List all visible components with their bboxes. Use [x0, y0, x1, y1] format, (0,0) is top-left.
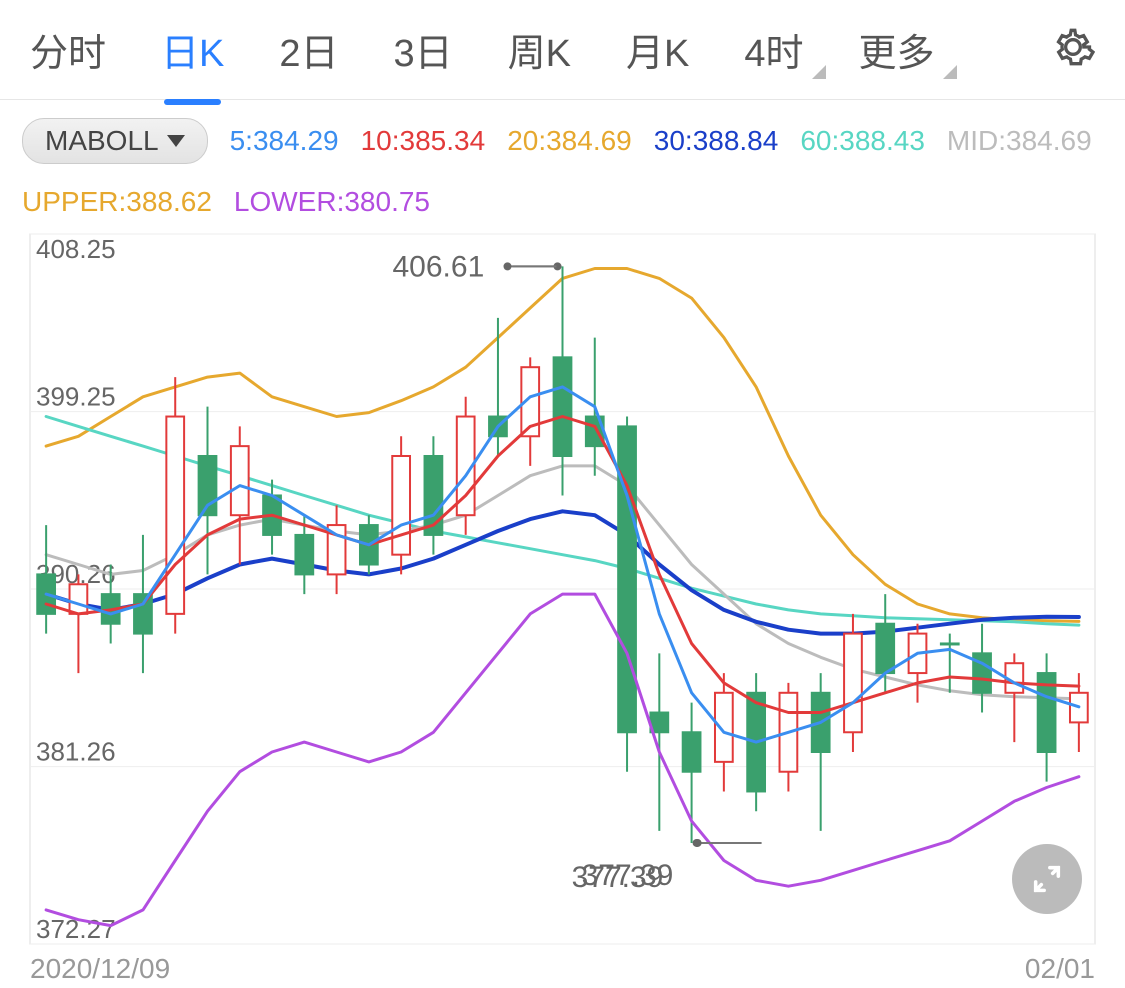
tab-7[interactable]: 更多: [859, 22, 935, 77]
dropdown-corner-icon: [812, 65, 826, 79]
y-axis-label: 408.25: [36, 234, 116, 264]
indicator-select-button[interactable]: MABOLL: [22, 118, 208, 164]
indicator-label-6: UPPER:388.62: [22, 186, 212, 218]
indicator-label-4: 60:388.43: [800, 125, 925, 157]
candle: [70, 584, 88, 614]
indicator-label-7: LOWER:380.75: [234, 186, 430, 218]
line-ma30: [46, 511, 1079, 633]
indicator-row: MABOLL 5:384.29 10:385.34 20:384.69 30:388.…: [0, 100, 1125, 224]
y-axis-label: 399.25: [36, 382, 116, 412]
candle: [166, 417, 184, 614]
indicator-label-1: 10:385.34: [361, 125, 486, 157]
candlestick-chart[interactable]: 408.25399.25390.26381.26372.27406.61377.…: [15, 224, 1110, 984]
tab-1[interactable]: 日K: [161, 22, 224, 77]
candle: [231, 446, 249, 515]
candle: [844, 634, 862, 733]
y-axis-label: 381.26: [36, 737, 116, 767]
expand-button[interactable]: [1012, 844, 1082, 914]
expand-icon: [1030, 862, 1064, 896]
candle: [554, 357, 572, 456]
indicator-label-3: 30:388.84: [654, 125, 779, 157]
gear-icon: [1051, 25, 1095, 69]
svg-text:377.39: 377.39: [572, 861, 664, 894]
caret-down-icon: [167, 135, 185, 147]
settings-button[interactable]: [1051, 25, 1095, 74]
candle: [715, 693, 733, 762]
tab-2[interactable]: 2日: [279, 22, 338, 77]
timeframe-tabs: 分时日K 2日 3日周K 月K 4时 更多: [0, 0, 1125, 100]
indicator-label-2: 20:384.69: [507, 125, 632, 157]
dropdown-corner-icon: [943, 65, 957, 79]
candle: [134, 594, 152, 633]
tab-0[interactable]: 分时: [30, 22, 106, 77]
indicator-label-0: 5:384.29: [230, 125, 339, 157]
tab-4[interactable]: 周K: [508, 22, 571, 77]
candle: [295, 535, 313, 574]
indicator-select-label: MABOLL: [45, 125, 159, 157]
candle: [683, 732, 701, 771]
candle: [392, 456, 410, 555]
price-annotation: 406.61: [393, 250, 485, 283]
tab-6[interactable]: 4时: [744, 22, 803, 77]
x-axis-end-label: 02/01: [1025, 953, 1095, 984]
candle: [876, 624, 894, 673]
tab-3[interactable]: 3日: [394, 22, 453, 77]
chart-container[interactable]: 408.25399.25390.26381.26372.27406.61377.…: [15, 224, 1110, 984]
x-axis-start-label: 2020/12/09: [30, 953, 170, 984]
tab-5[interactable]: 月K: [626, 22, 689, 77]
candle: [941, 643, 959, 644]
indicator-label-5: MID:384.69: [947, 125, 1092, 157]
